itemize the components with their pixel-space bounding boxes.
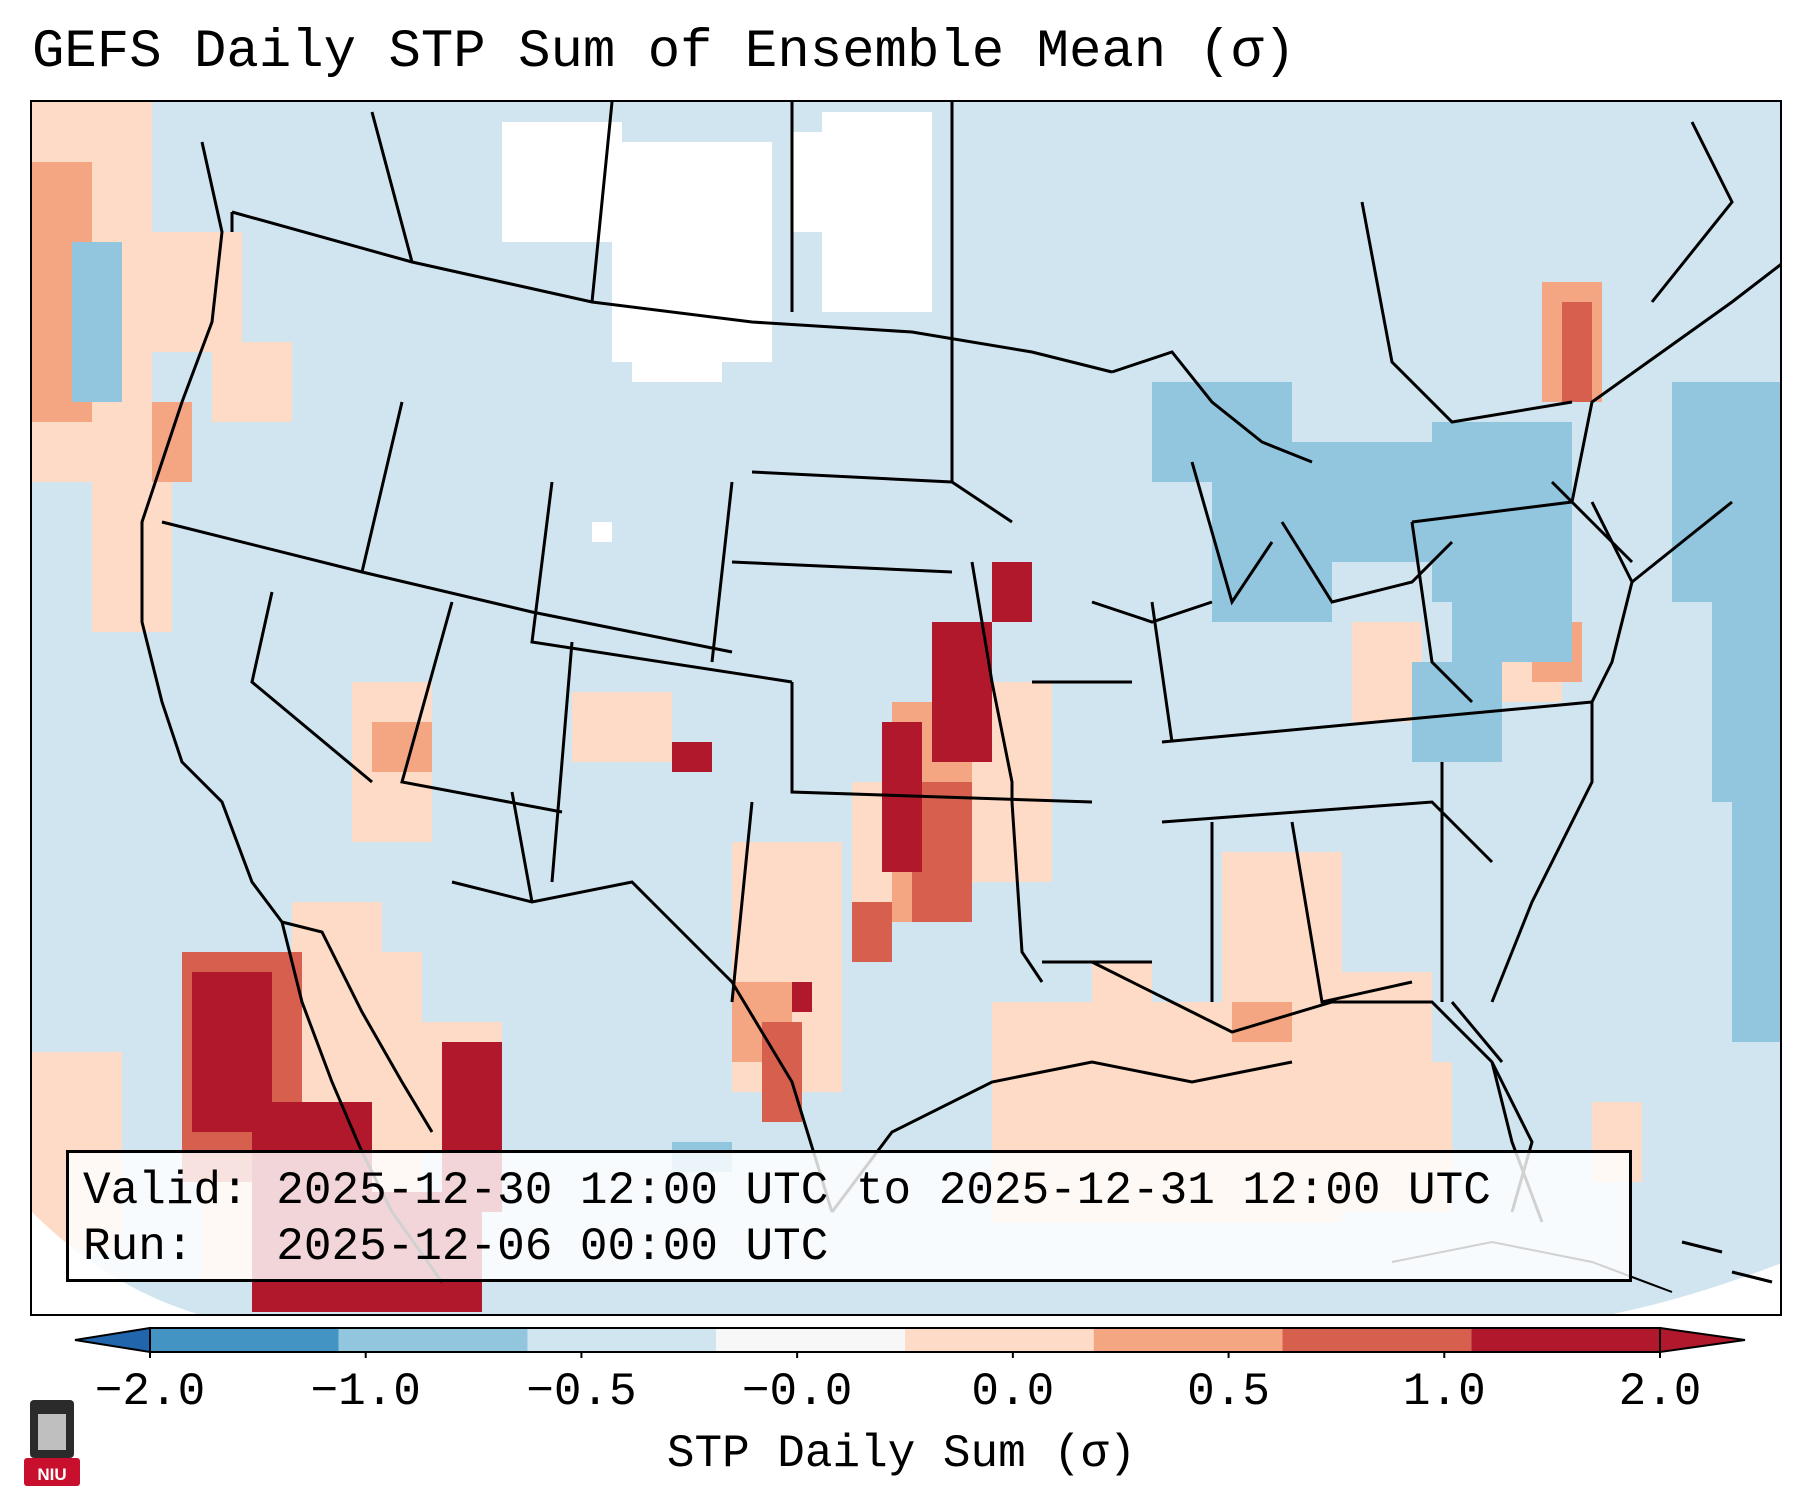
colorbar-tick-label: −2.0 <box>94 1366 206 1418</box>
valid-label: Valid: <box>83 1165 249 1217</box>
projection-edge <box>32 1212 198 1314</box>
colorbar-segment <box>716 1328 905 1352</box>
colorbar-tick-label: 0.5 <box>1187 1366 1270 1418</box>
logo-band <box>24 1458 80 1486</box>
colorbar-segment <box>527 1328 717 1352</box>
colorbar-tick-label: 2.0 <box>1618 1366 1702 1418</box>
colorbar-tick-label: 0.0 <box>971 1366 1055 1418</box>
map-title: GEFS Daily STP Sum of Ensemble Mean (σ) <box>32 22 1296 83</box>
colorbar <box>74 1326 1746 1358</box>
colorbar-segment <box>1093 1328 1283 1352</box>
niu-logo: NIU <box>24 1400 80 1486</box>
colorbar-tick-label: −0.5 <box>526 1366 637 1418</box>
colorbar-segment <box>905 1328 1094 1352</box>
colorbar-outline <box>149 1327 1661 1353</box>
colorbar-label: STP Daily Sum (σ) <box>666 1428 1137 1480</box>
anomaly-fill-layer <box>32 102 1780 1312</box>
valid-value: 2025-12-30 12:00 UTC to 2025-12-31 12:00… <box>276 1165 1491 1217</box>
boundary-lines <box>140 102 1780 1293</box>
colorbar-tick-label: 1.0 <box>1402 1366 1486 1418</box>
colorbar-tick-label: −1.0 <box>310 1366 421 1418</box>
run-value: 2025-12-06 00:00 UTC <box>276 1221 829 1273</box>
map-panel <box>30 100 1782 1316</box>
colorbar-segment <box>1471 1328 1660 1352</box>
colorbar-segment <box>338 1328 528 1352</box>
colorbar-segment <box>150 1328 339 1352</box>
colorbar-tick-label: −0.0 <box>741 1366 853 1418</box>
logo-windows <box>38 1414 66 1450</box>
stp-anomaly-map <box>32 102 1780 1314</box>
colorbar-segment <box>1282 1328 1472 1352</box>
projection-edge-right <box>1612 1263 1780 1314</box>
logo-text: NIU <box>37 1465 66 1484</box>
run-label: Run: <box>83 1221 194 1273</box>
colorbar-extend-low <box>74 1326 151 1354</box>
colorbar-extend-high <box>1659 1326 1746 1354</box>
validity-info-box: Valid: 2025-12-30 12:00 UTC to 2025-12-3… <box>66 1150 1632 1282</box>
